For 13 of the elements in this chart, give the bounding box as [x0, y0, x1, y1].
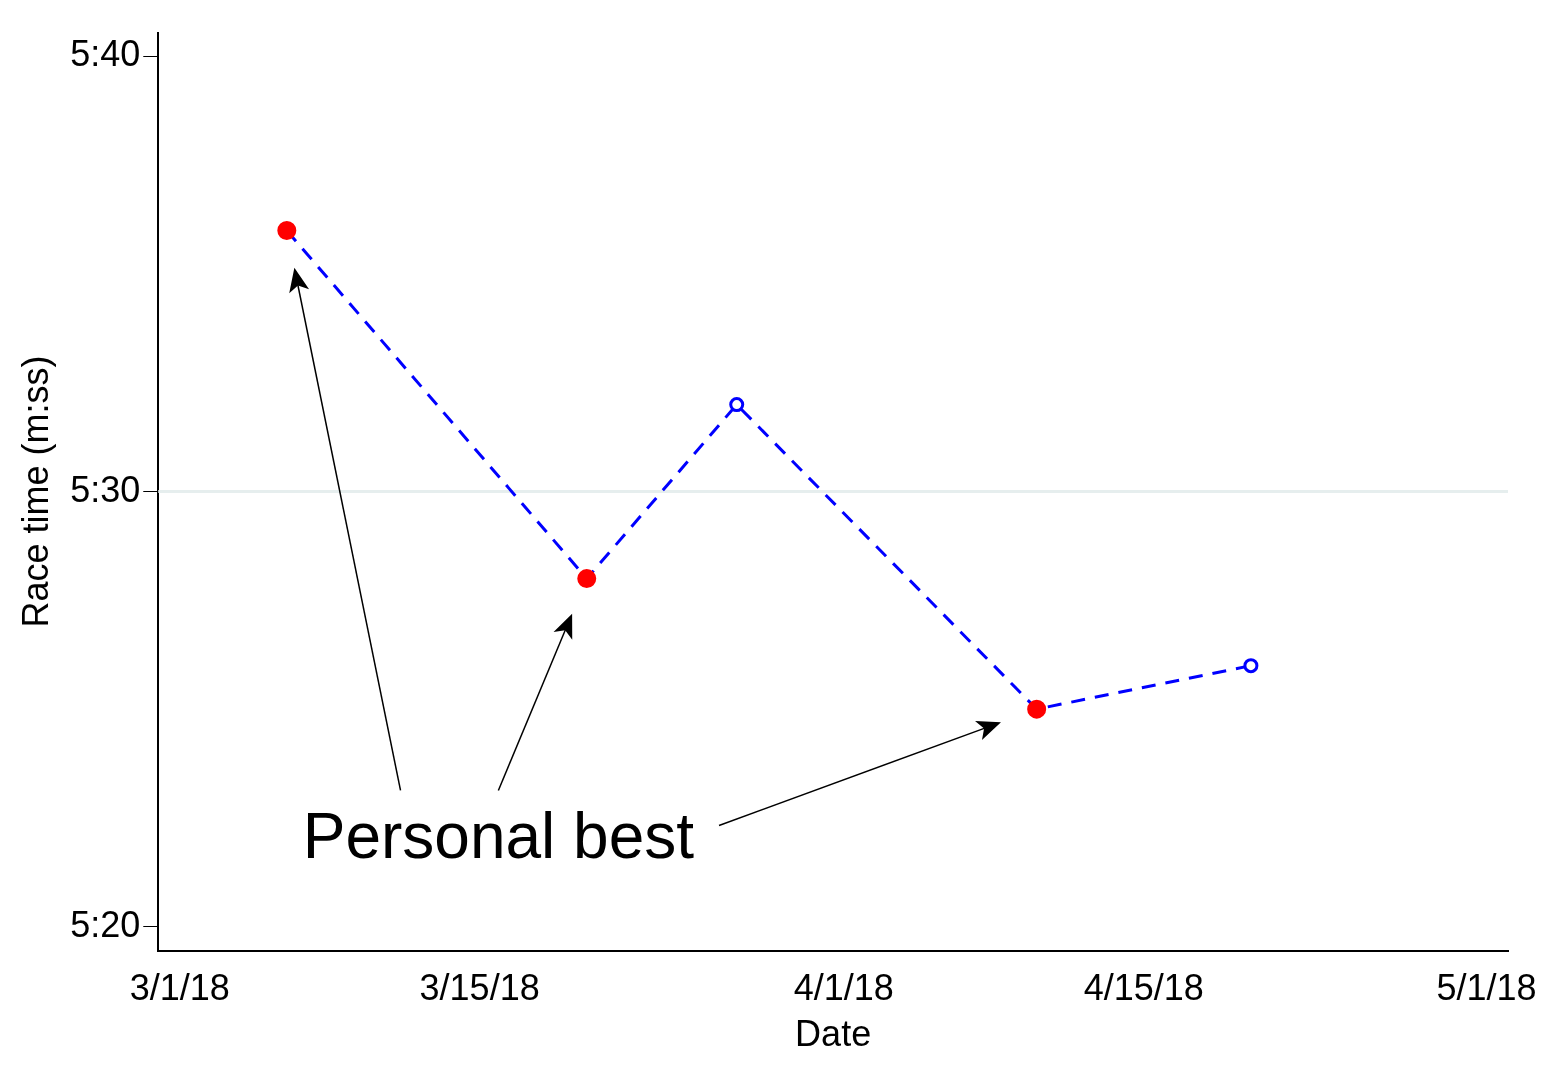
y-tick-label: 5:40	[70, 33, 141, 75]
annotation: Personal best	[302, 800, 695, 873]
y-axis-title: Race time (m:ss)	[14, 355, 56, 628]
x-tick-label: 3/1/18	[129, 967, 230, 1009]
point	[729, 397, 745, 413]
x-tick-label: 3/15/18	[419, 967, 540, 1009]
x-tick-label: 5/1/18	[1436, 967, 1537, 1009]
x-axis-title: Date	[795, 1013, 872, 1055]
y-tick-label: 5:30	[70, 468, 141, 510]
x-tick-label: 4/1/18	[793, 967, 894, 1009]
x-tick-label: 4/15/18	[1083, 967, 1204, 1009]
y-tick-label: 5:20	[70, 903, 141, 945]
point	[1243, 658, 1259, 674]
